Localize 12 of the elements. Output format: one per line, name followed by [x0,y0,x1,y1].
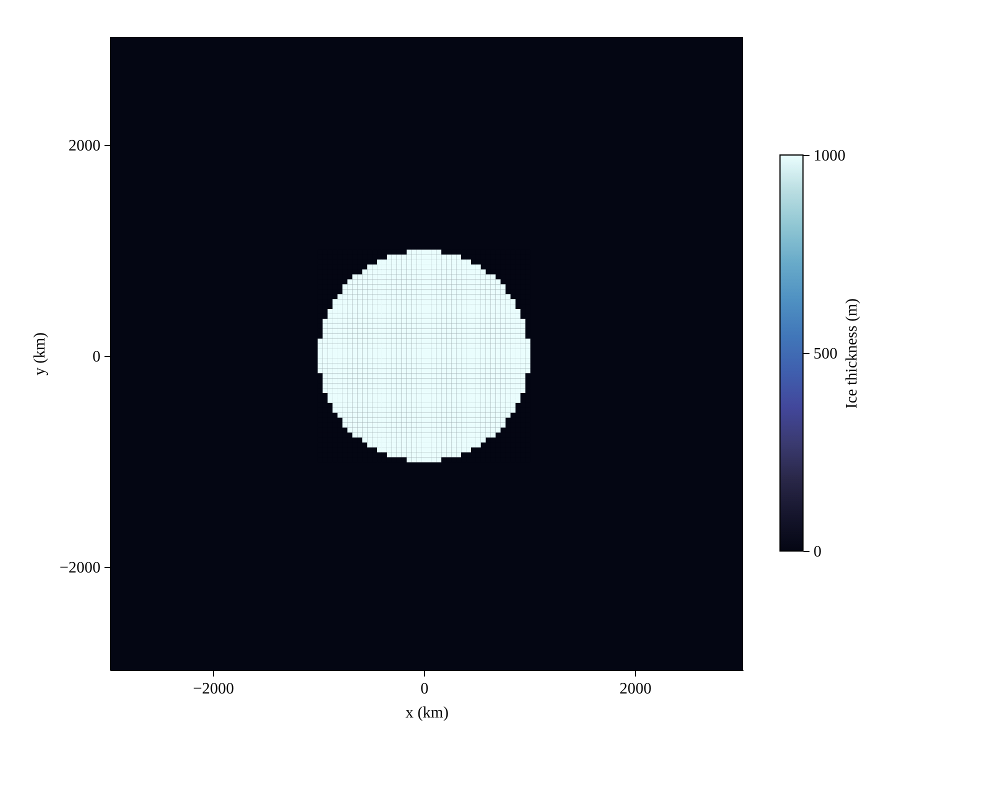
color-bar-label: 500 [814,346,838,362]
y-tick-label: 2000 [68,137,100,154]
x-axis-title: x (km) [405,704,449,722]
color-bar-title: Ice thickness (m) [844,298,860,409]
y-tick-label: 0 [92,348,100,366]
x-tick-label: −2000 [193,680,234,698]
x-tick-label: 0 [420,680,429,698]
y-axis-title: y (km) [31,332,48,376]
color-bar-label: 0 [814,544,822,560]
color-bar-label: 1000 [814,148,846,164]
y-tick-label: −2000 [59,559,100,576]
x-tick-label: 2000 [620,680,652,698]
